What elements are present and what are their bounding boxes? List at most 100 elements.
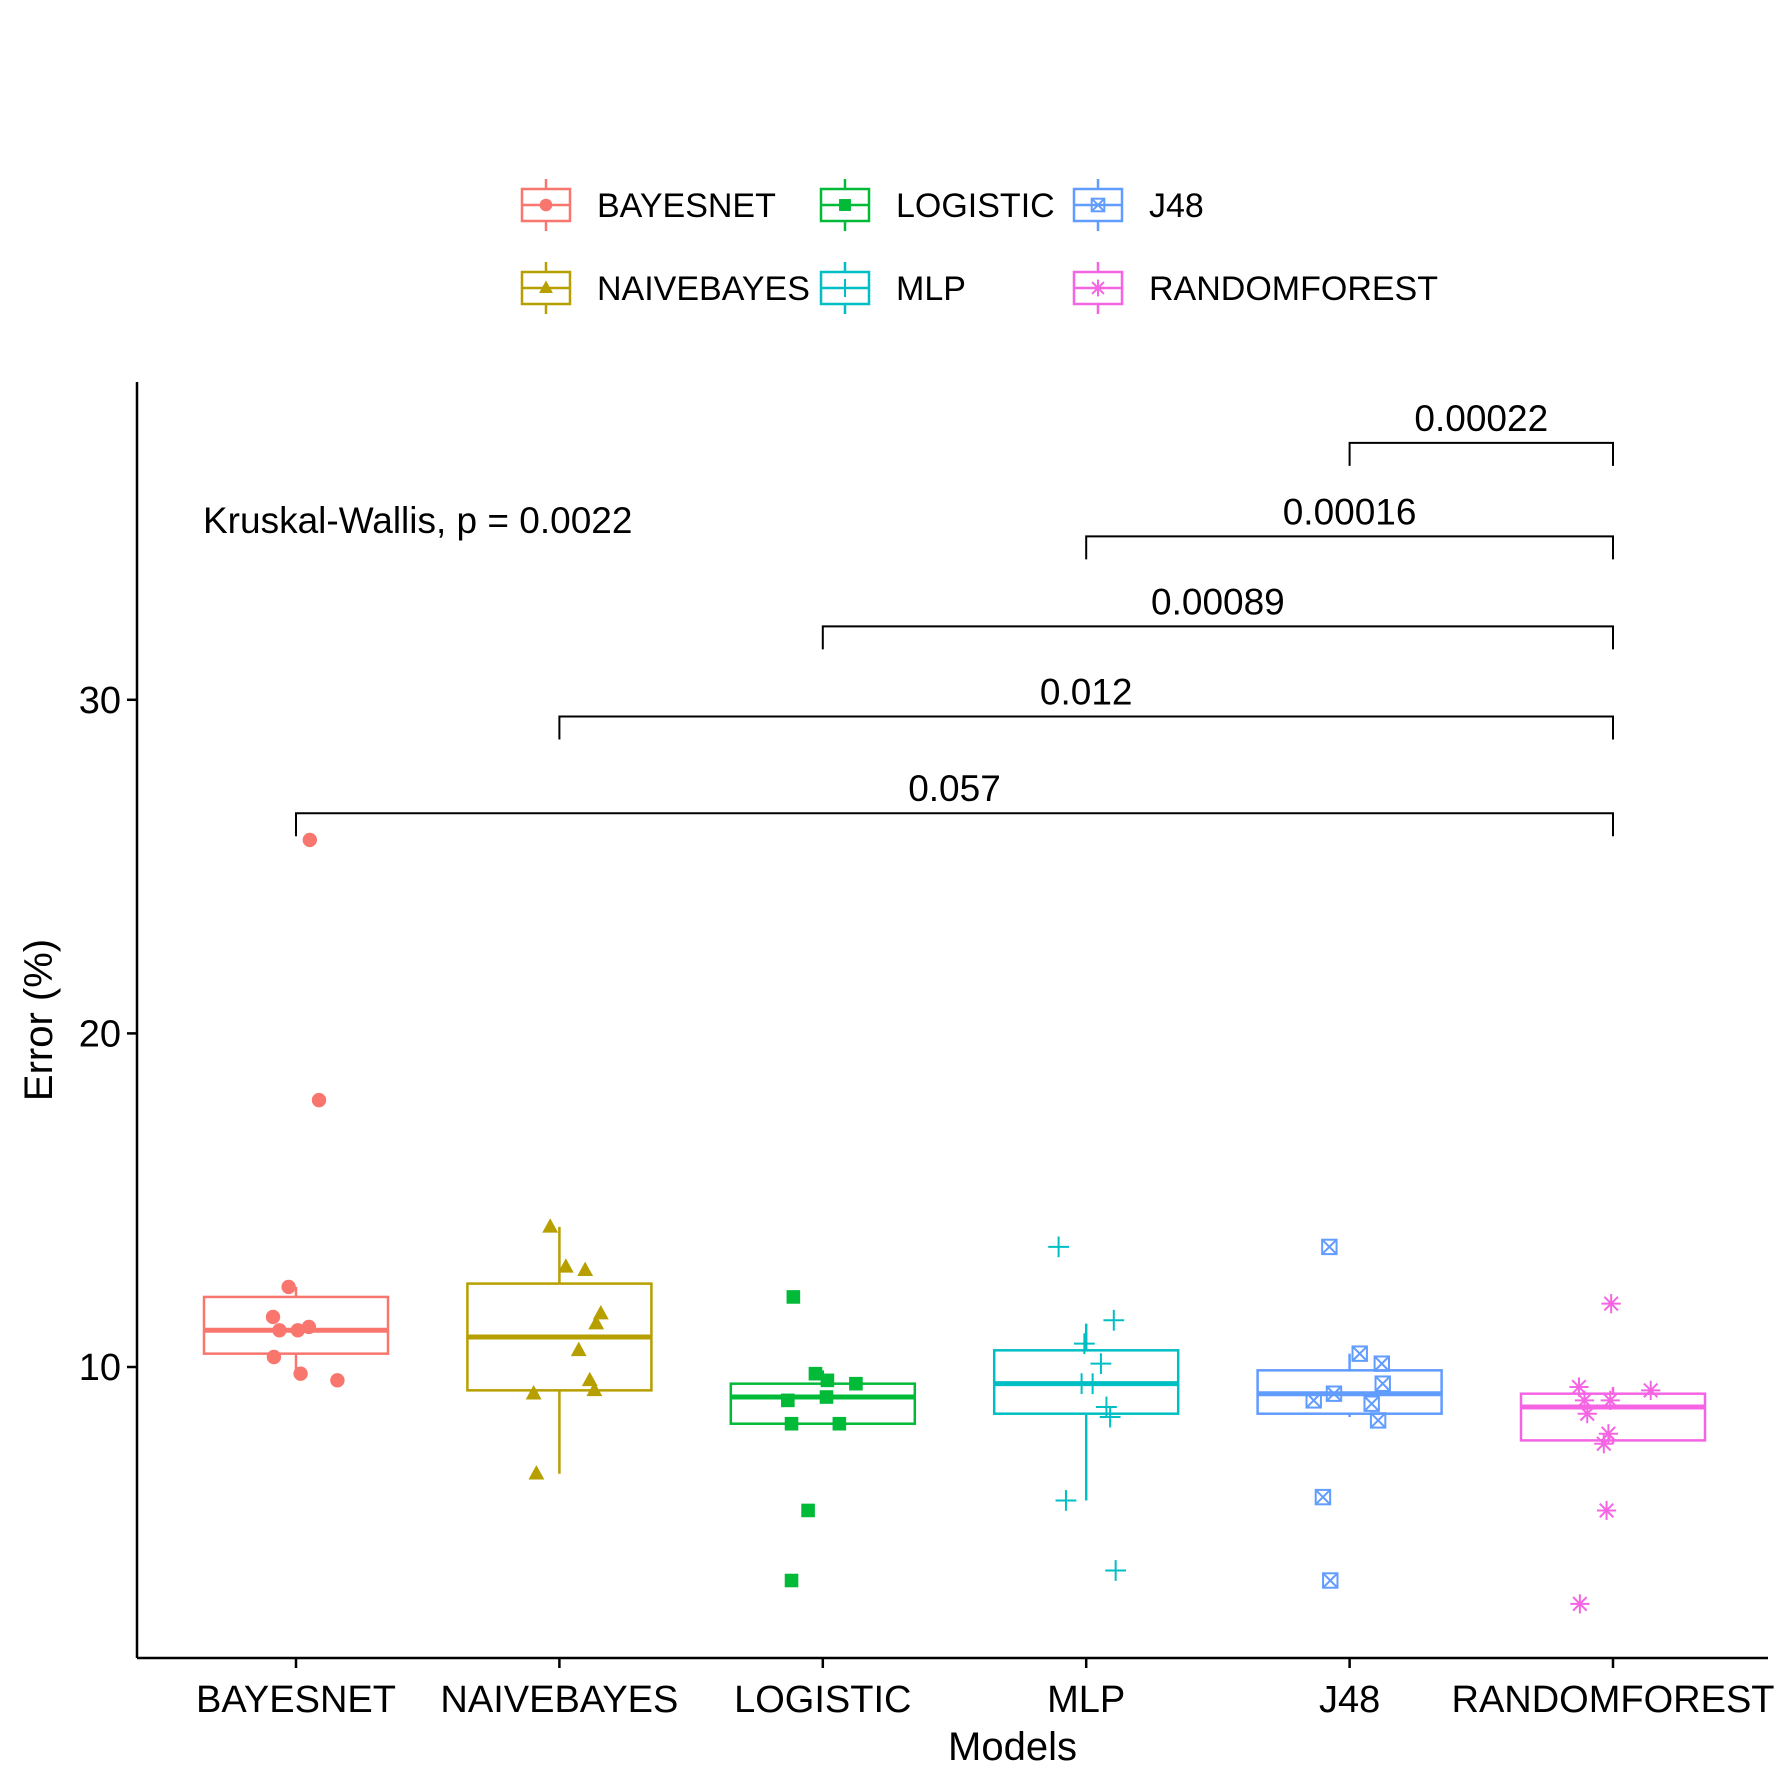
data-point (272, 1323, 287, 1338)
data-point (570, 1341, 587, 1357)
data-point (302, 832, 317, 848)
points-naivebayes (525, 1218, 609, 1480)
data-point (1596, 1500, 1617, 1521)
data-point (1055, 1490, 1077, 1511)
data-point (265, 1309, 281, 1325)
data-point (290, 1323, 306, 1338)
bracket (295, 812, 1614, 837)
x-tick-label-bayesnet: BAYESNET (196, 1679, 396, 1721)
comparison-mlp-randomforest: 0.00016 (1085, 491, 1614, 560)
x-tick-label-naivebayes: NAIVEBAYES (440, 1679, 678, 1721)
bracket (1348, 441, 1614, 466)
data-point (1577, 1404, 1597, 1424)
data-point (301, 1319, 317, 1335)
comparison-bayesnet-randomforest: 0.057 (295, 768, 1614, 837)
boxplot-mlp (992, 1323, 1180, 1501)
data-point (266, 1349, 282, 1365)
legend-marker (1089, 279, 1107, 297)
data-point (1373, 1355, 1390, 1372)
legend-item-naivebayes: NAIVEBAYES (520, 262, 810, 314)
legend-key (819, 262, 871, 314)
p-value-label: 0.00089 (1151, 581, 1285, 622)
bracket (821, 625, 1614, 650)
data-point (281, 1279, 296, 1295)
legend-marker (839, 199, 851, 211)
boxplot-naivebayes (466, 1226, 653, 1474)
data-point (1305, 1392, 1322, 1409)
data-point (1641, 1380, 1661, 1400)
points-logistic (781, 1290, 863, 1588)
kruskal-wallis-annotation: Kruskal-Wallis, p = 0.0022 (203, 500, 632, 541)
data-point (1090, 1353, 1112, 1375)
legend-label: RANDOMFOREST (1149, 270, 1438, 308)
p-value-label: 0.057 (908, 768, 1001, 809)
boxplot-j48 (1256, 1353, 1443, 1418)
data-point (849, 1376, 863, 1391)
data-point (786, 1290, 801, 1304)
data-point (557, 1258, 574, 1273)
data-point (1082, 1373, 1104, 1395)
legend-marker (1090, 197, 1106, 213)
legend-item-bayesnet: BAYESNET (520, 179, 776, 231)
data-point (1048, 1236, 1069, 1258)
data-point (588, 1314, 605, 1330)
comparison-logistic-randomforest: 0.00089 (821, 581, 1614, 650)
data-point (1374, 1375, 1391, 1392)
data-point (808, 1366, 823, 1381)
legend-label: LOGISTIC (896, 187, 1055, 225)
legend-item-randomforest: RANDOMFOREST (1072, 262, 1438, 314)
data-point (293, 1366, 308, 1381)
y-axis-title: Error (%) (17, 939, 61, 1101)
legend-item-j48: J48 (1072, 179, 1204, 231)
x-tick-label-j48: J48 (1319, 1679, 1380, 1721)
legend-label: NAIVEBAYES (597, 270, 810, 308)
points-j48 (1305, 1238, 1391, 1589)
data-point (586, 1381, 603, 1397)
x-tick-label-logistic: LOGISTIC (734, 1679, 911, 1721)
data-point (1314, 1488, 1332, 1506)
data-point (1570, 1594, 1590, 1614)
axes: 10 20 30 BAYESNET NAIVEBAYES LOGISTIC MLP J48 RA… (79, 382, 1775, 1721)
legend-key (520, 179, 572, 231)
legend-item-mlp: MLP (819, 262, 966, 314)
x-tick-label-mlp: MLP (1047, 1679, 1125, 1721)
box-iqr (1519, 1392, 1707, 1442)
data-point (832, 1416, 847, 1431)
data-point (1099, 1406, 1121, 1428)
data-point (1105, 1560, 1127, 1581)
data-point (581, 1371, 598, 1387)
y-tick-label: 10 (79, 1347, 121, 1389)
comparison-naivebayes-randomforest: 0.012 (558, 671, 1614, 740)
x-tick-label-randomforest: RANDOMFOREST (1452, 1679, 1775, 1721)
y-tick-label: 30 (79, 680, 121, 722)
legend-key (819, 179, 871, 231)
points-mlp (1048, 1236, 1127, 1581)
data-point (784, 1416, 799, 1431)
data-point (1103, 1309, 1125, 1331)
points-randomforest (1569, 1294, 1661, 1614)
data-point (781, 1393, 795, 1408)
legend-label: BAYESNET (597, 187, 776, 225)
data-point (542, 1218, 559, 1233)
data-point (525, 1385, 542, 1400)
data-point (784, 1573, 799, 1588)
data-point (1601, 1294, 1621, 1314)
p-value-label: 0.00016 (1283, 491, 1417, 532)
data-point (1369, 1412, 1387, 1429)
data-points (265, 832, 1661, 1614)
legend-marker (539, 280, 553, 294)
data-point (1574, 1390, 1595, 1410)
legend-label: J48 (1149, 187, 1204, 225)
bracket (1085, 535, 1614, 560)
data-point (1363, 1395, 1380, 1412)
legend-marker (539, 198, 553, 212)
y-tick-label: 20 (79, 1013, 121, 1055)
legend-marker (835, 278, 855, 298)
data-point (1594, 1434, 1614, 1454)
data-point (311, 1092, 327, 1108)
data-point (330, 1373, 345, 1388)
legend-key (1072, 262, 1124, 314)
comparison-j48-randomforest: 0.00022 (1348, 398, 1614, 466)
